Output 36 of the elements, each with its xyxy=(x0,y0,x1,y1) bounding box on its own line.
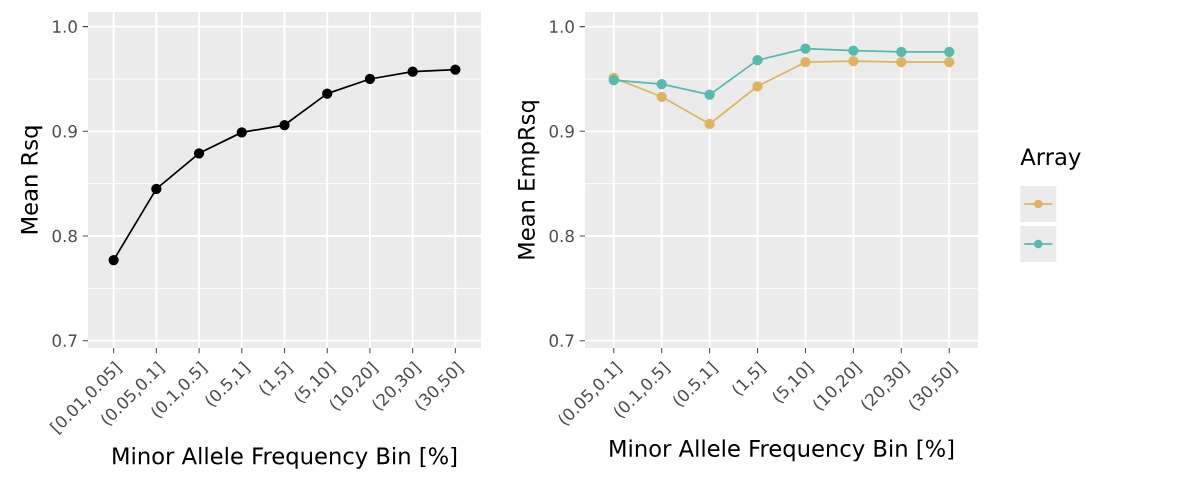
y-axis-title: Mean Rsq xyxy=(21,126,43,234)
point xyxy=(896,57,907,68)
y-tick-label: 0.9 xyxy=(52,125,77,138)
point xyxy=(364,73,376,85)
y-axis-title: Mean EmpRsq xyxy=(518,101,540,259)
y-tick-label: 1.0 xyxy=(53,20,77,33)
point xyxy=(944,46,955,57)
point xyxy=(407,66,418,77)
point xyxy=(752,55,763,66)
point xyxy=(193,148,205,159)
point xyxy=(848,45,859,56)
point xyxy=(108,254,119,266)
legend-title: Array xyxy=(1020,148,1081,170)
point xyxy=(704,118,715,130)
point xyxy=(800,57,811,68)
point xyxy=(752,81,763,92)
point xyxy=(944,57,955,68)
point xyxy=(704,89,715,100)
point xyxy=(656,79,667,90)
y-tick-label: 1.0 xyxy=(550,20,574,33)
x-axis-title: Minor Allele Frequency Bin [%] xyxy=(113,446,457,469)
point xyxy=(848,56,859,67)
point xyxy=(279,119,290,131)
point xyxy=(656,91,667,102)
y-tick-label: 0.8 xyxy=(52,229,77,243)
point xyxy=(322,88,333,99)
y-tick-label: 0.8 xyxy=(549,229,574,243)
y-tick-label: 0.7 xyxy=(52,334,77,347)
y-tick-label: 0.7 xyxy=(549,334,574,347)
point xyxy=(896,46,907,57)
x-axis-title: Minor Allele Frequency Bin [%] xyxy=(610,439,954,462)
point xyxy=(800,43,811,54)
point xyxy=(450,64,461,75)
point xyxy=(236,127,247,138)
y-tick-label: 0.9 xyxy=(549,125,574,138)
point xyxy=(151,183,162,195)
